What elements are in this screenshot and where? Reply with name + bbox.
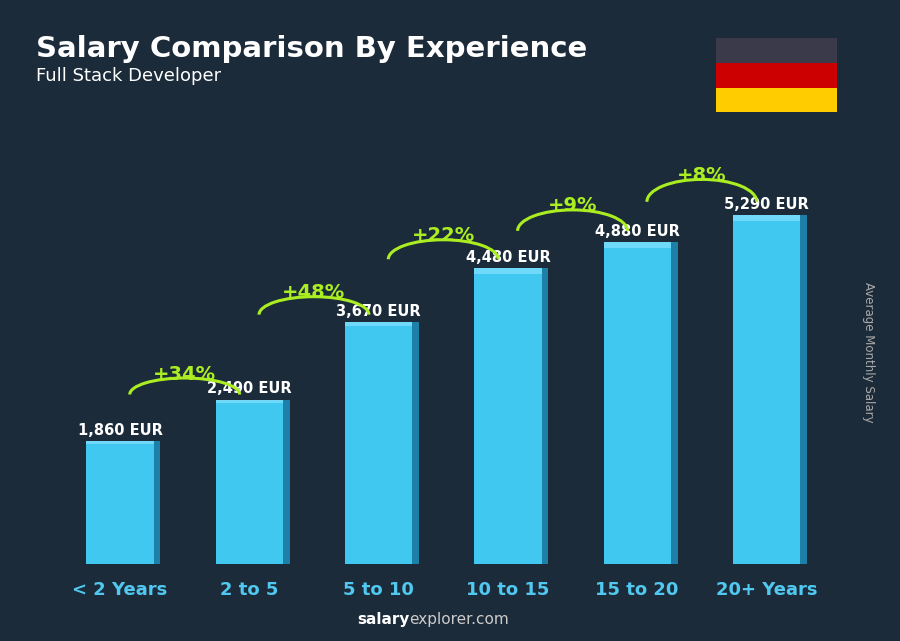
Bar: [345, 322, 412, 564]
Text: 4,880 EUR: 4,880 EUR: [595, 224, 680, 239]
Text: +34%: +34%: [153, 365, 216, 383]
Bar: [733, 215, 800, 564]
Bar: [716, 88, 837, 112]
Bar: [412, 322, 418, 564]
Text: 5,290 EUR: 5,290 EUR: [724, 197, 809, 212]
Bar: [474, 269, 542, 274]
Bar: [86, 442, 154, 564]
Bar: [216, 400, 283, 403]
Bar: [86, 442, 154, 444]
Text: salary: salary: [357, 612, 410, 627]
Bar: [542, 269, 548, 564]
Bar: [474, 269, 542, 564]
Text: +48%: +48%: [283, 283, 346, 302]
Text: explorer.com: explorer.com: [410, 612, 509, 627]
Text: +8%: +8%: [677, 166, 726, 185]
Bar: [154, 442, 160, 564]
Text: 2,490 EUR: 2,490 EUR: [207, 381, 292, 397]
Text: Average Monthly Salary: Average Monthly Salary: [862, 282, 875, 423]
Text: +9%: +9%: [548, 196, 598, 215]
Bar: [733, 215, 800, 221]
Text: 1,860 EUR: 1,860 EUR: [77, 423, 163, 438]
Text: 4,480 EUR: 4,480 EUR: [465, 250, 550, 265]
Text: Salary Comparison By Experience: Salary Comparison By Experience: [36, 35, 587, 63]
Bar: [716, 38, 837, 63]
Bar: [216, 400, 283, 564]
Bar: [604, 242, 670, 564]
Text: Full Stack Developer: Full Stack Developer: [36, 67, 221, 85]
Bar: [345, 322, 412, 326]
Bar: [716, 63, 837, 88]
Text: +22%: +22%: [411, 226, 475, 246]
Bar: [800, 215, 806, 564]
Bar: [670, 242, 678, 564]
Bar: [283, 400, 290, 564]
Text: 3,670 EUR: 3,670 EUR: [337, 304, 421, 319]
Bar: [604, 242, 670, 248]
